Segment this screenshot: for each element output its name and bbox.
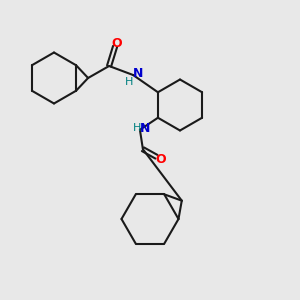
Text: O: O <box>155 153 166 166</box>
Text: N: N <box>140 122 151 135</box>
Text: N: N <box>132 67 143 80</box>
Text: O: O <box>111 37 122 50</box>
Text: H: H <box>133 123 141 133</box>
Text: H: H <box>125 76 134 87</box>
